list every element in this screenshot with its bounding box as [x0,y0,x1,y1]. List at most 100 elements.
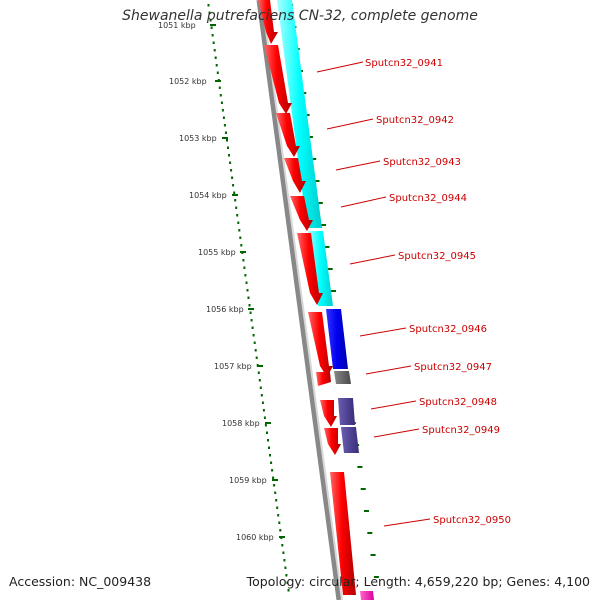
outer-dotted-track-dot [261,401,264,404]
outer-dotted-track-dot [238,229,241,232]
tick-label: 1052 kbp [169,77,207,86]
outer-dotted-track-dot [257,371,260,374]
outer-dotted-track-dot [250,319,253,322]
outer-dotted-track-dot [255,356,258,359]
outer-dotted-track-dot [247,296,250,299]
gene-label: Sputcn32_0947 [414,362,492,373]
gene-labels: Sputcn32_0941 Sputcn32_0942 Sputcn32_094… [316,58,511,527]
inner-dashed-track-dot [317,202,323,204]
outer-dotted-track-dot [242,259,245,262]
outer-dotted-track-dot [268,446,270,449]
gene-arrow-5 [290,196,313,231]
outer-dotted-track-dot [226,139,228,142]
outer-dotted-track-dot [260,394,263,397]
tick-label: 1058 kbp [222,419,260,428]
outer-dotted-track-dot [236,214,239,217]
gene-label: Sputcn32_0943 [383,157,461,168]
outer-dotted-track-dot [244,274,247,277]
tick-label: 1054 kbp [189,191,227,200]
tick-label: 1055 kbp [198,248,236,257]
leader-line [383,518,431,527]
outer-dotted-track-dot [246,289,249,292]
outer-dotted-track-dot [237,221,240,224]
gene-label: Sputcn32_0946 [409,324,487,335]
inner-dashed-track-dot [367,532,373,534]
outer-dotted-track-dot [211,34,214,37]
outer-dotted-track-dot [248,304,251,307]
leader-line [316,61,364,73]
outer-dotted-track-dot [253,341,256,344]
outer-dotted-track-dot [266,431,268,434]
outer-dotted-track-dot [275,499,278,502]
gene-arrow-7 [308,312,333,377]
gray-feature [334,371,351,384]
outer-dotted-track-dot [282,551,285,554]
gene-arrows [258,0,356,595]
outer-dotted-track-dot [249,311,252,314]
cyan-feature-1 [277,0,322,228]
outer-dotted-track-dot [232,184,235,187]
outer-dotted-track-dot [218,86,221,89]
leader-line [349,254,396,265]
outer-dotted-track-dot [212,41,215,44]
outer-dotted-track-dot [235,206,238,209]
inner-dashed-track-dot [331,290,336,292]
inner-dashed-track-dot [373,576,379,578]
outer-dotted-track-dot [234,199,237,202]
gene-arrow-10 [324,428,341,455]
tick-label: 1059 kbp [229,476,267,485]
outer-dotted-track-dot [220,101,223,104]
outer-dotted-track-dot [263,416,266,419]
leader-line [373,428,420,438]
outer-dotted-track-dot [251,326,254,329]
outer-dotted-track-dot [216,71,219,74]
outer-dotted-track-dot [269,454,271,457]
outer-dotted-track-dot [245,281,248,284]
outer-dotted-track-dot [215,64,218,67]
genome-summary-text: Topology: circular; Length: 4,659,220 bp… [246,574,590,589]
outer-dotted-track-dot [270,461,273,464]
outer-dotted-track-dot [243,266,246,269]
inner-dashed-track-dot [321,224,327,226]
leader-line [340,196,387,208]
outer-dotted-track-dot [230,169,233,172]
blue-feature [326,309,348,369]
outer-dotted-track-dot [221,109,224,112]
gene-arrow-6 [297,233,323,305]
coordinate-ticks: 1051 kbp 1052 kbp 1053 kbp 1054 kbp 1055… [158,21,285,542]
outer-dotted-track-dot [225,131,227,134]
outer-dotted-track-dot [227,146,229,149]
leader-line [359,327,407,337]
outer-dotted-track-dot [278,521,281,524]
tick-mark [265,422,271,424]
outer-dotted-track-dot [240,244,243,247]
outer-dotted-track-dot [274,491,277,494]
gene-label: Sputcn32_0948 [419,397,497,408]
inner-dashed-track-dot [314,180,320,182]
magenta-feature [360,591,374,600]
outer-dotted-track-dot [258,379,261,382]
outer-dotted-track-dot [223,124,226,127]
gene-label: Sputcn32_0944 [389,193,467,204]
inner-dashed-track-dot [370,554,376,556]
gene-label: Sputcn32_0942 [376,115,454,126]
inner-dashed-track-dot [357,466,363,468]
tick-mark [248,308,254,310]
tick-label: 1051 kbp [158,21,196,30]
outer-dotted-track-dot [207,4,210,7]
purple-feature-2 [341,427,359,453]
outer-dotted-track-dot [283,559,286,562]
inner-dashed-track-dot [364,510,369,512]
outer-dotted-track-dot [259,386,262,389]
purple-feature-1 [338,398,355,425]
gene-arrow-11 [330,472,356,595]
gene-arrow-3 [276,113,300,157]
outer-dotted-track-dot [208,11,211,14]
outer-dotted-track-dot [279,529,282,532]
outer-dotted-track-dot [264,424,267,427]
outer-dotted-track-dot [231,176,234,179]
outer-dotted-track-dot [272,476,275,479]
outer-dotted-track-dot [239,236,242,239]
inner-dashed-track-dot [360,488,366,490]
